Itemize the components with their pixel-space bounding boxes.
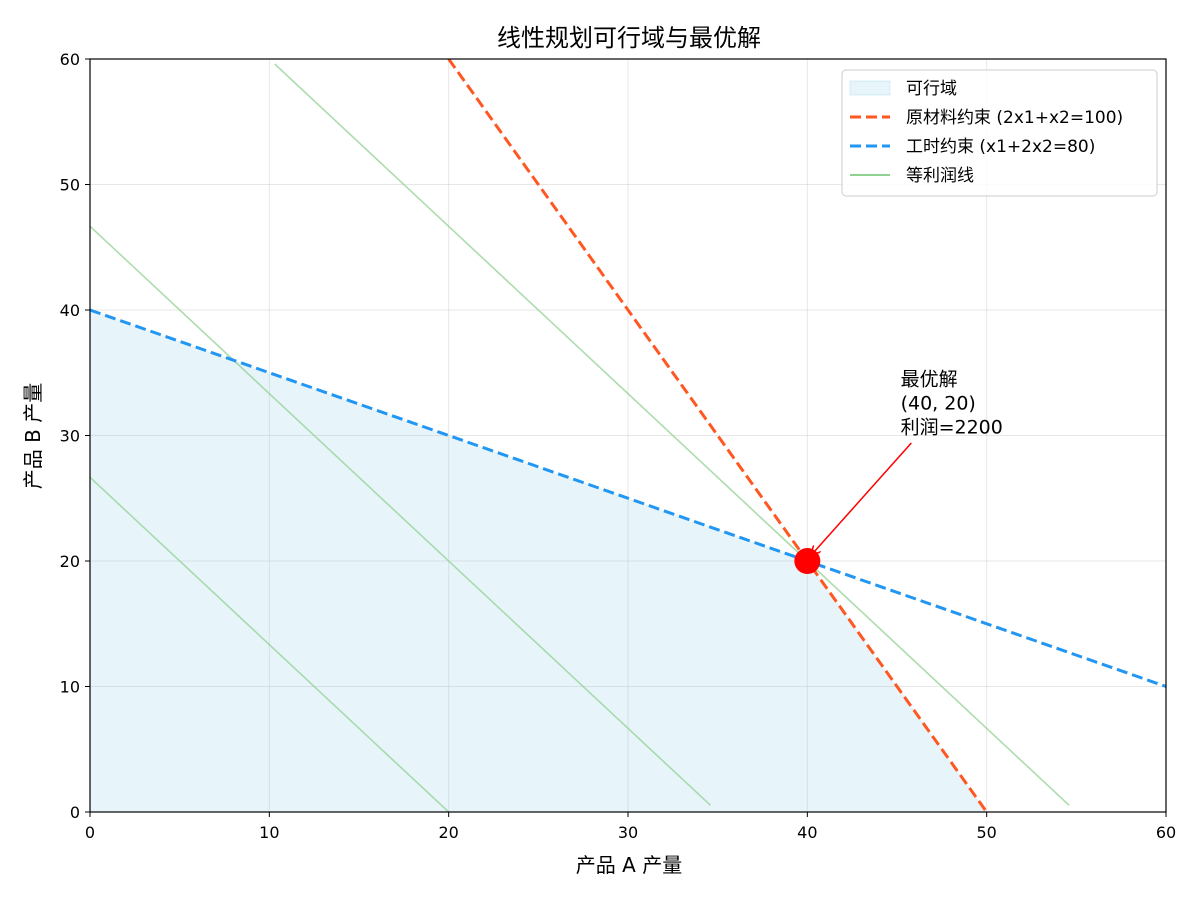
- iso-profit-line-1: [90, 225, 712, 806]
- y-tick-label-1: 10: [60, 678, 80, 697]
- y-tick-label-3: 30: [60, 427, 80, 446]
- x-axis-label: 产品 A 产量: [576, 853, 682, 877]
- iso-profit-line-2: [274, 63, 1070, 806]
- material-constraint-line: [447, 59, 988, 812]
- y-tick-label-6: 60: [60, 50, 80, 69]
- y-tick-label-0: 0: [70, 803, 80, 822]
- legend-label-3: 等利润线: [906, 166, 974, 186]
- optimal-annotation-line-1: (40, 20): [901, 392, 976, 414]
- x-tick-label-1: 10: [259, 823, 279, 842]
- legend-box: [841, 69, 1158, 197]
- x-tick-label-0: 0: [85, 823, 95, 842]
- y-axis-label: 产品 B 产量: [21, 383, 45, 489]
- optimal-annotation-line-0: 最优解: [901, 368, 958, 390]
- legend-swatch-0: [849, 80, 891, 96]
- y-tick-label-5: 50: [60, 176, 80, 195]
- optimal-annotation-line-2: 利润=2200: [901, 416, 1003, 438]
- labor-constraint-line: [90, 308, 1166, 688]
- iso-profit-line-0: [90, 476, 450, 812]
- x-tick-label-3: 30: [618, 823, 638, 842]
- series-group: [90, 59, 1166, 812]
- optimal-point-marker: [794, 548, 821, 574]
- x-tick-label-5: 50: [976, 823, 996, 842]
- legend-label-2: 工时约束 (x1+2x2=80): [906, 137, 1095, 157]
- y-tick-label-2: 20: [60, 552, 80, 571]
- legend-label-1: 原材料约束 (2x1+x2=100): [906, 108, 1123, 128]
- y-tick-label-4: 40: [60, 301, 80, 320]
- legend-label-0: 可行域: [906, 79, 957, 99]
- x-tick-label-6: 60: [1156, 823, 1176, 842]
- x-tick-label-4: 40: [797, 823, 817, 842]
- optimal-annotation-arrow: [811, 442, 912, 555]
- x-tick-label-2: 20: [438, 823, 458, 842]
- chart-title: 线性规划可行域与最优解: [497, 24, 761, 52]
